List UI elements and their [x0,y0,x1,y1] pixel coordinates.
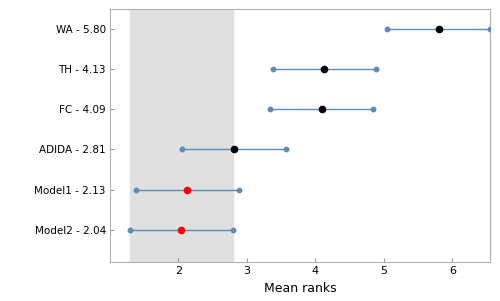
Bar [130,9,233,262]
X-axis label: Mean ranks: Mean ranks [264,282,336,295]
